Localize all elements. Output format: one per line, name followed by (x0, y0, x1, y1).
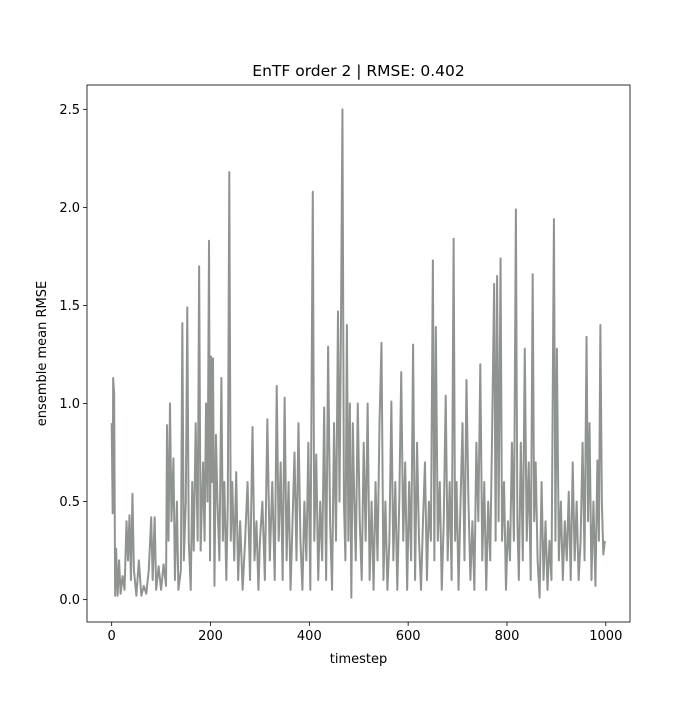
x-tick-label: 800 (495, 629, 520, 644)
x-tick-label: 600 (396, 629, 421, 644)
y-tick-label: 1.5 (59, 299, 80, 314)
x-axis-label: timestep (330, 652, 388, 667)
plot-frame (86, 84, 631, 623)
y-tick-label: 2.0 (59, 201, 80, 216)
x-tick-label: 400 (297, 629, 322, 644)
y-axis-label: ensemble mean RMSE (35, 281, 50, 426)
data-line (110, 108, 606, 599)
chart-title: EnTF order 2 | RMSE: 0.402 (252, 62, 464, 80)
y-tick-label: 0.5 (59, 495, 80, 510)
x-tick-label: 200 (198, 629, 223, 644)
x-tick-label: 0 (108, 629, 116, 644)
y-tick-label: 1.0 (59, 397, 80, 412)
y-tick-label: 2.5 (59, 103, 80, 118)
y-tick-label: 0.0 (59, 593, 80, 608)
x-tick-label: 1000 (589, 629, 622, 644)
